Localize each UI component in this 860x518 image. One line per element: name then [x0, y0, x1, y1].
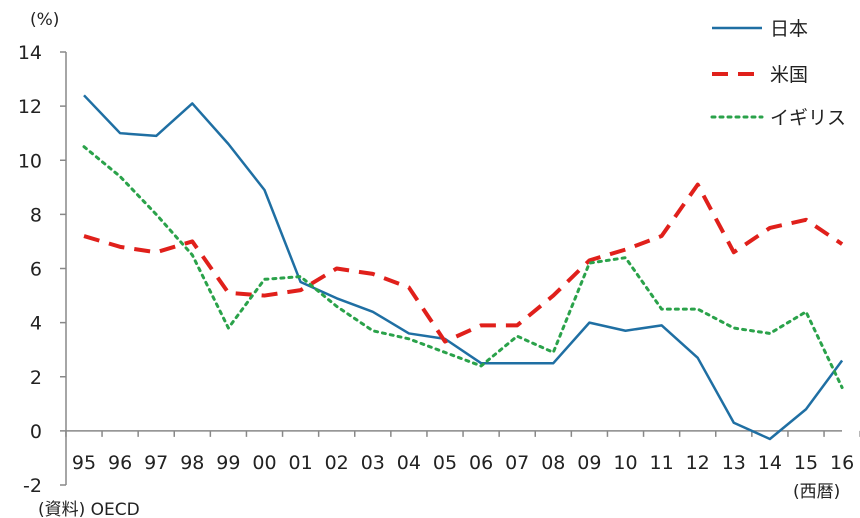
x-tick-label: 04 [397, 452, 421, 474]
y-tick-label: 2 [30, 367, 42, 389]
y-tick-label: 8 [30, 204, 42, 226]
x-tick-label: 12 [686, 452, 710, 474]
x-tick-label: 97 [144, 452, 168, 474]
x-tick-label: 15 [794, 452, 818, 474]
y-tick-label: 4 [30, 313, 42, 335]
x-tick-label: 16 [830, 452, 854, 474]
x-tick-label: 13 [722, 452, 746, 474]
series-line-1 [83, 182, 844, 344]
x-tick-label: 07 [505, 452, 529, 474]
x-tick-label: 08 [541, 452, 565, 474]
y-tick-label: -2 [23, 475, 42, 497]
x-axis: 95 96 97 98 99 00 01 02 03 04 05 06 07 08 09 10 11 12 13 14… [65, 430, 860, 474]
y-axis-unit-label: (%) [30, 10, 59, 30]
legend-label-0: 日本 [770, 18, 808, 40]
series-lines [82, 94, 844, 441]
y-tick-label: 10 [18, 150, 42, 172]
source-note: (資料) OECD [38, 500, 140, 518]
y-tick-label: 6 [30, 259, 42, 281]
x-tick-label: 96 [108, 452, 132, 474]
x-tick-label: 11 [650, 452, 674, 474]
x-tick-label: 98 [180, 452, 204, 474]
y-tick-label: 14 [18, 42, 42, 64]
x-tick-label: 14 [758, 452, 782, 474]
y-tick-label: 12 [18, 96, 42, 118]
x-tick-label: 09 [577, 452, 601, 474]
series-line-0 [83, 94, 844, 441]
y-tick-label: 0 [30, 421, 42, 443]
x-tick-label: 06 [469, 452, 493, 474]
y-axis: -2 0 2 4 6 8 10 12 14 [18, 42, 66, 497]
x-axis-label: (西暦) [793, 482, 840, 502]
legend-label-1: 米国 [770, 64, 808, 86]
x-tick-label: 01 [289, 452, 313, 474]
x-tick-label: 99 [216, 452, 240, 474]
x-tick-label: 05 [433, 452, 457, 474]
series-line-2 [82, 145, 844, 390]
x-tick-label: 00 [252, 452, 276, 474]
x-tick-label: 95 [72, 452, 96, 474]
x-tick-label: 03 [361, 452, 385, 474]
legend-label-2: イギリス [770, 107, 846, 129]
x-tick-label: 10 [613, 452, 637, 474]
x-tick-label: 02 [325, 452, 349, 474]
